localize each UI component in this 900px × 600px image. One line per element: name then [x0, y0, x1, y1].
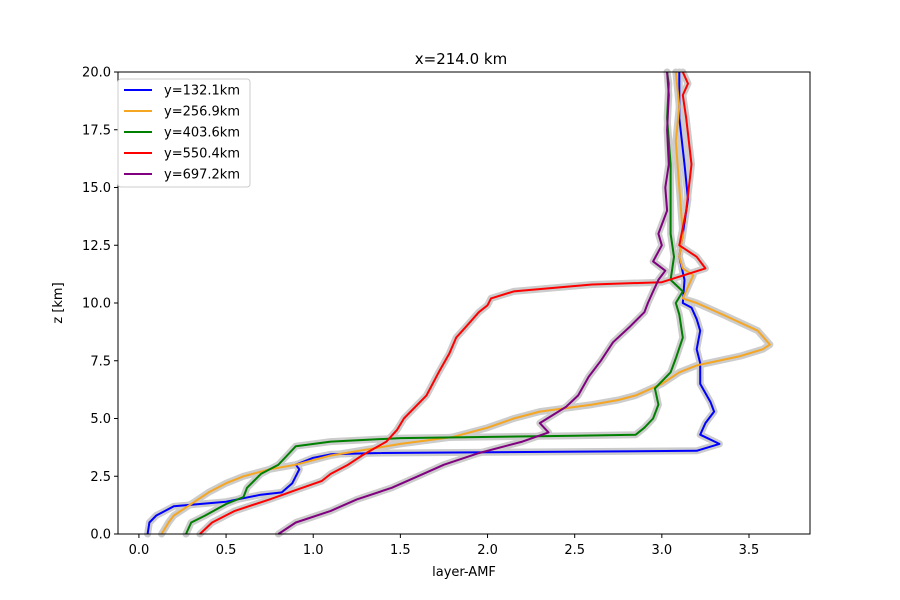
- series-line-5: [277, 71, 670, 535]
- legend-label-5: y=697.2km: [164, 168, 240, 183]
- series-line-2: [160, 71, 771, 535]
- y-axis-label: z [km]: [51, 282, 66, 323]
- chart-title: x=214.0 km: [415, 50, 507, 68]
- y-tick-label: 12.5: [82, 239, 111, 254]
- x-tick-label: 0.5: [216, 543, 237, 558]
- legend-label-3: y=403.6km: [164, 126, 240, 141]
- x-tick-label: 1.5: [390, 543, 411, 558]
- series-line-4: [199, 71, 707, 535]
- y-tick-label: 5.0: [90, 412, 111, 427]
- x-tick-label: 3.5: [739, 543, 760, 558]
- x-tick-label: 2.5: [564, 543, 585, 558]
- y-tick-label: 7.5: [90, 354, 111, 369]
- series-line-3: [185, 71, 684, 535]
- legend-label-1: y=132.1km: [164, 84, 240, 99]
- y-tick-label: 17.5: [82, 123, 111, 138]
- y-tick-label: 20.0: [82, 66, 111, 81]
- x-tick-label: 3.0: [651, 543, 672, 558]
- legend-label-2: y=256.9km: [164, 105, 240, 120]
- legend: y=132.1km y=256.9km y=403.6km y=550.4km y=69…: [117, 78, 251, 188]
- x-axis-label: layer-AMF: [432, 565, 496, 580]
- x-tick-label: 1.0: [303, 543, 324, 558]
- y-tick-label: 15.0: [82, 181, 111, 196]
- legend-box: [117, 78, 251, 188]
- y-axis-ticks: 0.0 2.5 5.0 7.5 10.0 12.5 15.0 17.5 20.0: [82, 66, 118, 543]
- x-axis-ticks: 0.0 0.5 1.0 1.5 2.0 2.5 3.0 3.5: [129, 534, 760, 558]
- series-lines: [146, 71, 771, 535]
- x-tick-label: 2.0: [477, 543, 498, 558]
- y-tick-label: 0.0: [90, 528, 111, 543]
- x-tick-label: 0.0: [129, 543, 150, 558]
- y-tick-label: 10.0: [82, 297, 111, 312]
- legend-label-4: y=550.4km: [164, 147, 240, 162]
- y-tick-label: 2.5: [90, 470, 111, 485]
